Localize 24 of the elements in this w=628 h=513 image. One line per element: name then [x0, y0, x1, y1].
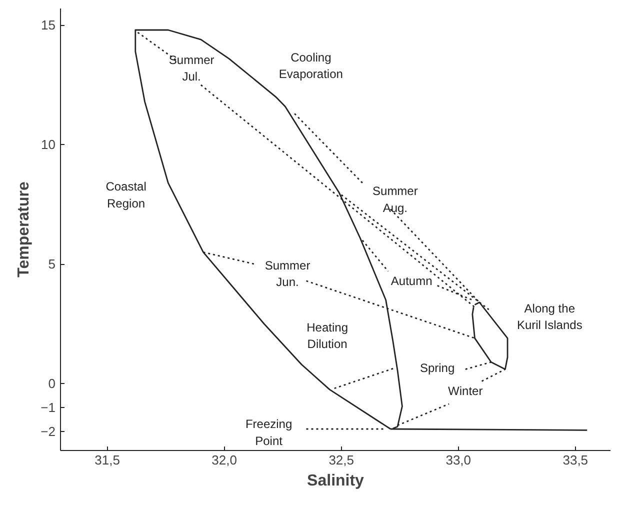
annotation: Summer Jul.	[168, 52, 214, 84]
x-axis-title: Salinity	[307, 472, 364, 490]
annotation: Spring	[420, 361, 455, 376]
annotation: Along the Kuril Islands	[516, 301, 582, 332]
annotation: Cooling Evaporation	[278, 50, 343, 82]
x-tick-label: 33,5	[562, 452, 588, 468]
y-tick-label: 15	[41, 18, 56, 33]
y-tick-label: 5	[48, 256, 56, 272]
annotation: Winter	[448, 384, 483, 398]
y-axis-title: Temperature	[16, 182, 33, 278]
annotation: Heating Dilution	[306, 320, 348, 352]
annotation: Freezing Point	[245, 417, 292, 448]
annotation: Coastal Region	[106, 179, 146, 210]
annotation: Summer Aug.	[372, 184, 418, 216]
x-tick-label: 32,0	[212, 452, 237, 468]
y-tick-label: −2	[40, 424, 56, 439]
annotation: Summer Jun.	[264, 258, 310, 290]
y-tick-label: −1	[40, 400, 56, 415]
annotation: Autumn	[390, 274, 432, 288]
x-tick-label: 33,0	[446, 452, 472, 468]
x-tick-label: 31,5	[94, 452, 120, 468]
y-tick-label: 10	[41, 137, 56, 152]
y-tick-label: 0	[48, 376, 56, 392]
x-tick-label: 32,5	[328, 452, 354, 468]
